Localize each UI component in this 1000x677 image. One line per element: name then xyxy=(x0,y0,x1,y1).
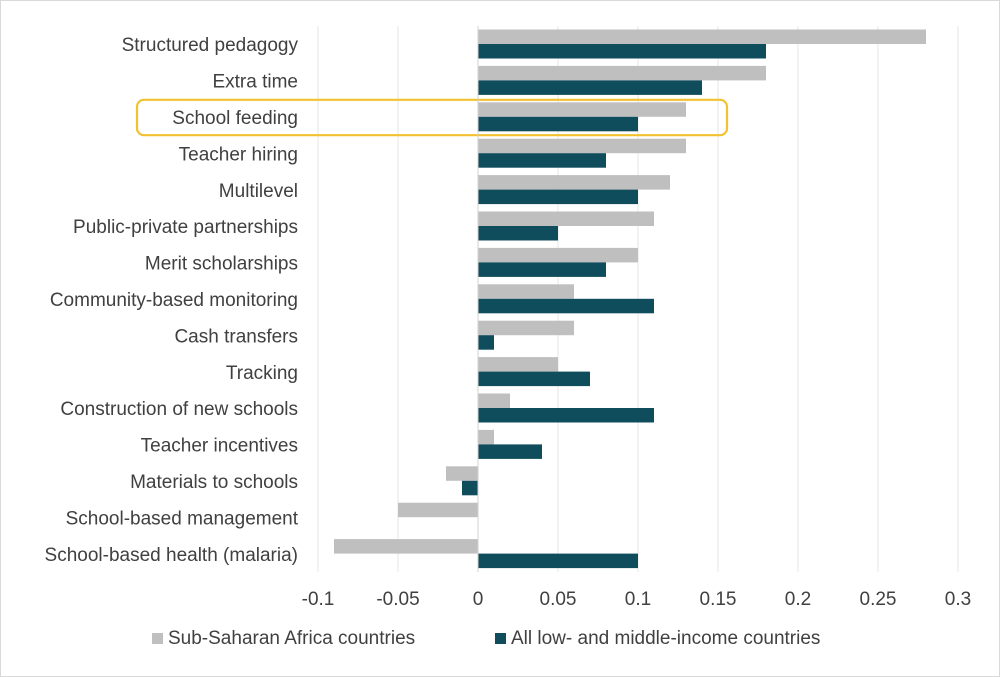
category-label: Public-private partnerships xyxy=(73,217,298,238)
x-tick-label: 0.3 xyxy=(945,589,971,610)
bar-lmic xyxy=(478,262,606,277)
category-label: Tracking xyxy=(226,363,298,384)
category-label: School-based health (malaria) xyxy=(45,545,298,566)
bar-lmic xyxy=(478,44,766,59)
bar-ssa xyxy=(478,175,670,190)
bar-ssa xyxy=(478,138,686,154)
bar-lmic xyxy=(478,189,638,205)
x-tick-label: 0.05 xyxy=(540,589,577,610)
bar-lmic xyxy=(462,480,478,496)
bar-ssa xyxy=(446,466,478,481)
x-tick-label: 0.25 xyxy=(860,589,897,610)
bar-ssa xyxy=(398,502,478,518)
legend-swatch xyxy=(495,633,506,644)
category-label: School-based management xyxy=(66,508,299,529)
category-label: Construction of new schools xyxy=(60,399,298,420)
category-label: Structured pedagogy xyxy=(122,35,299,56)
x-tick-label: -0.1 xyxy=(302,589,335,610)
bar-lmic xyxy=(478,226,558,241)
highlight-box xyxy=(135,98,729,137)
bar-lmic xyxy=(478,553,638,569)
legend-swatch xyxy=(152,633,163,644)
category-label: Extra time xyxy=(212,72,298,93)
category-label: Merit scholarships xyxy=(145,254,298,275)
bar-lmic xyxy=(478,116,638,132)
x-tick-label: 0.2 xyxy=(785,589,811,610)
bar-lmic xyxy=(478,408,654,423)
bar-lmic xyxy=(478,80,702,95)
category-label: Materials to schools xyxy=(130,472,298,493)
category-label: Teacher incentives xyxy=(141,436,298,457)
category-label: Multilevel xyxy=(219,181,298,202)
bar-ssa xyxy=(478,65,766,81)
category-label: Cash transfers xyxy=(174,326,298,347)
bar-lmic xyxy=(478,444,542,459)
x-tick-label: 0.1 xyxy=(625,589,651,610)
category-label: Teacher hiring xyxy=(179,144,298,165)
bar-ssa xyxy=(478,320,574,336)
bar-ssa xyxy=(478,29,926,44)
bar-ssa xyxy=(478,284,574,299)
bar-lmic xyxy=(478,298,654,314)
legend-label: All low- and middle-income countries xyxy=(511,628,820,649)
bar-ssa xyxy=(478,429,494,445)
bar-ssa xyxy=(478,357,558,372)
bar-ssa xyxy=(478,393,510,408)
legend-label: Sub-Saharan Africa countries xyxy=(168,628,415,649)
bar-ssa xyxy=(478,102,686,117)
x-tick-label: 0 xyxy=(473,589,484,610)
bar-lmic xyxy=(478,153,606,168)
bar-lmic xyxy=(478,371,590,387)
bar-ssa xyxy=(478,211,654,226)
category-label: School feeding xyxy=(172,108,298,129)
bar-ssa xyxy=(478,247,638,263)
category-label: Community-based monitoring xyxy=(50,290,298,311)
x-tick-label: 0.15 xyxy=(700,589,737,610)
bar-ssa xyxy=(334,539,478,554)
bar-lmic xyxy=(478,335,494,350)
x-tick-label: -0.05 xyxy=(376,589,419,610)
